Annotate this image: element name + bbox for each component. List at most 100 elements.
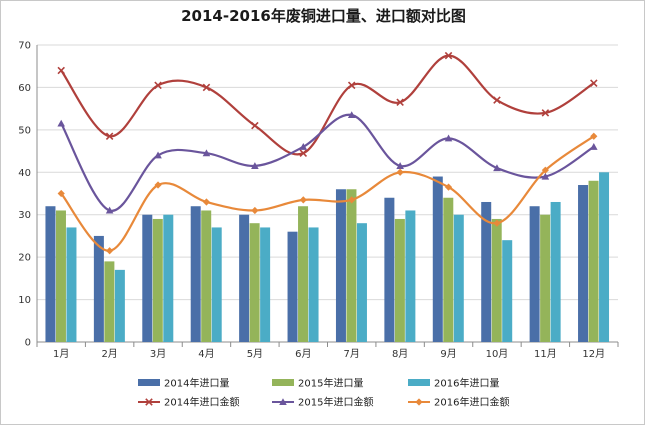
line-point xyxy=(202,198,211,206)
line-point xyxy=(444,134,453,142)
line-point xyxy=(105,206,114,214)
line-point xyxy=(106,247,114,255)
line-point xyxy=(251,121,259,130)
bar xyxy=(540,214,551,342)
y-tick-label: 30 xyxy=(18,210,31,221)
x-tick-label: 6月 xyxy=(295,348,311,360)
line-point xyxy=(202,83,211,92)
x-tick-label: 4月 xyxy=(198,348,214,360)
line-point xyxy=(396,168,404,176)
line-point xyxy=(590,132,598,140)
bar xyxy=(239,214,250,342)
bar xyxy=(481,201,492,342)
legend-marker xyxy=(279,398,287,406)
line-point xyxy=(347,81,356,90)
line-point xyxy=(202,149,211,157)
y-tick-label: 0 xyxy=(25,338,31,349)
line-point xyxy=(493,164,501,172)
bar xyxy=(308,227,319,342)
line-point xyxy=(347,111,356,119)
bar xyxy=(45,206,56,342)
bar xyxy=(394,218,405,342)
line-point xyxy=(299,143,308,150)
bar xyxy=(599,172,610,342)
y-tick-label: 40 xyxy=(18,168,31,179)
bar xyxy=(201,210,212,342)
y-tick-label: 20 xyxy=(18,253,31,264)
line-point xyxy=(57,119,66,127)
bar xyxy=(260,227,271,342)
line-point xyxy=(444,51,453,60)
legend-label: 2014年进口金额 xyxy=(164,396,239,409)
line-point xyxy=(154,151,162,159)
bar xyxy=(405,210,416,342)
line-point xyxy=(493,96,501,104)
line-point xyxy=(154,81,162,90)
x-tick-label: 9月 xyxy=(440,348,456,360)
line-point xyxy=(299,196,307,204)
bar xyxy=(249,223,260,342)
legend-label: 2014年进口量 xyxy=(164,377,229,390)
legend-swatch xyxy=(138,379,160,386)
line-point xyxy=(396,162,404,169)
line-point xyxy=(590,79,598,87)
legend-label: 2016年进口金额 xyxy=(434,396,509,409)
bar xyxy=(453,214,464,342)
line-point xyxy=(251,206,259,215)
bar xyxy=(346,189,357,342)
series-line xyxy=(60,135,595,252)
y-tick-label: 70 xyxy=(18,41,31,52)
bar xyxy=(432,176,443,342)
bar xyxy=(66,227,77,342)
line-point xyxy=(251,162,259,169)
bar xyxy=(588,180,599,342)
legend-swatch xyxy=(272,379,294,386)
x-tick-label: 5月 xyxy=(247,348,263,360)
bar xyxy=(491,218,502,342)
bar xyxy=(93,235,104,342)
bar xyxy=(287,231,298,342)
legend-label: 2015年进口金额 xyxy=(298,396,373,409)
bar xyxy=(152,218,163,342)
y-tick-label: 50 xyxy=(18,125,31,136)
line-point xyxy=(105,132,114,140)
x-tick-label: 11月 xyxy=(534,348,557,360)
series-line xyxy=(60,54,595,156)
line-point xyxy=(348,196,356,204)
line-point xyxy=(444,183,453,191)
line-point xyxy=(396,98,404,107)
bar xyxy=(384,197,395,342)
legend-swatch xyxy=(408,379,430,386)
series-line xyxy=(60,113,595,212)
x-tick-label: 3月 xyxy=(150,348,166,360)
bar xyxy=(163,214,174,342)
x-tick-label: 8月 xyxy=(392,348,408,360)
bar xyxy=(578,185,589,342)
legend-label: 2016年进口量 xyxy=(434,377,499,390)
bar xyxy=(142,214,153,342)
x-tick-label: 10月 xyxy=(486,348,509,360)
line-point xyxy=(589,143,598,150)
line-point xyxy=(493,219,501,227)
bar xyxy=(550,201,561,342)
bar xyxy=(55,210,66,342)
chart-title: 2014-2016年废铜进口量、进口额对比图 xyxy=(181,7,466,25)
x-tick-label: 7月 xyxy=(344,348,360,360)
line-point xyxy=(57,189,65,198)
line-point xyxy=(299,149,308,157)
bar xyxy=(502,240,513,342)
x-tick-label: 1月 xyxy=(53,348,69,360)
bar xyxy=(443,197,454,342)
line-point xyxy=(541,109,550,117)
legend-label: 2015年进口量 xyxy=(298,377,363,390)
x-tick-label: 12月 xyxy=(582,348,605,360)
y-tick-label: 10 xyxy=(18,295,31,306)
legend-marker xyxy=(145,398,153,406)
line-point xyxy=(541,172,550,180)
bar xyxy=(529,206,540,342)
line-point xyxy=(541,166,549,174)
bar xyxy=(335,189,346,342)
bar xyxy=(356,223,367,342)
